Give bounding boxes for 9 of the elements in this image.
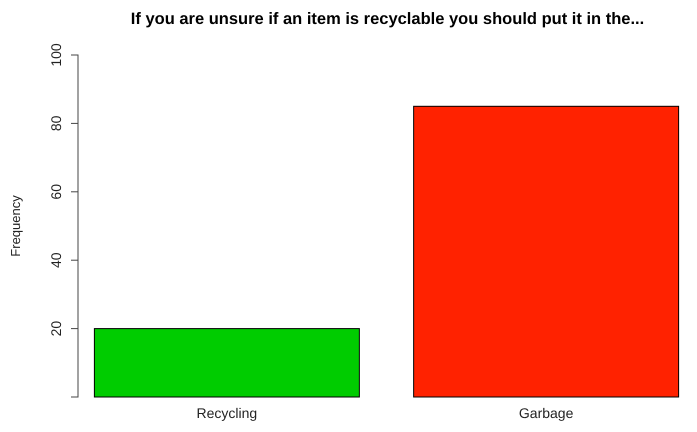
y-tick-label: 40 bbox=[48, 252, 64, 268]
y-tick-label: 60 bbox=[48, 184, 64, 200]
y-tick-label: 100 bbox=[48, 43, 64, 67]
y-axis-title: Frequency bbox=[8, 194, 23, 257]
x-tick-label: Garbage bbox=[518, 405, 574, 422]
y-tick-label: 20 bbox=[48, 320, 64, 336]
chart-title: If you are unsure if an item is recyclable you should put it in the... bbox=[130, 10, 644, 28]
y-tick-label: 80 bbox=[48, 115, 64, 132]
x-tick-label: Recycling bbox=[196, 405, 258, 422]
